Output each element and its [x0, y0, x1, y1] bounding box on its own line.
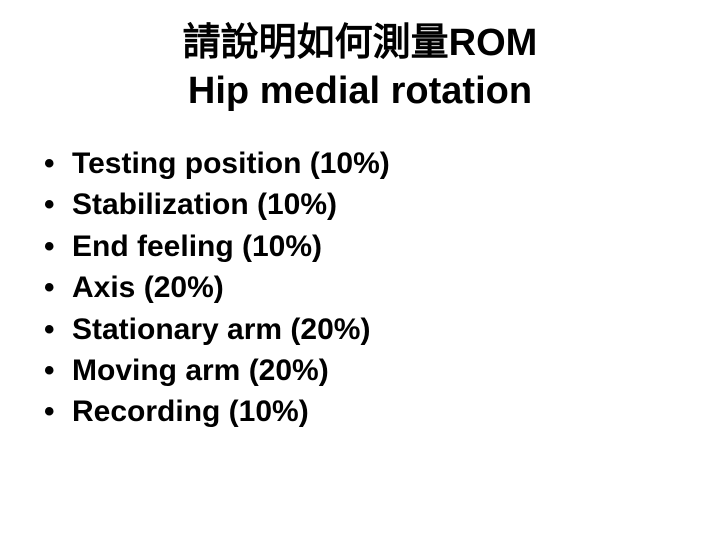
- list-item: Axis (20%): [36, 267, 720, 308]
- list-item: Stabilization (10%): [36, 184, 720, 225]
- list-item: Testing position (10%): [36, 143, 720, 184]
- list-item: Moving arm (20%): [36, 350, 720, 391]
- list-item: Recording (10%): [36, 391, 720, 432]
- slide-title: 請說明如何測量ROM Hip medial rotation: [0, 20, 720, 115]
- list-item: Stationary arm (20%): [36, 309, 720, 350]
- title-line-2: Hip medial rotation: [0, 68, 720, 116]
- list-item: End feeling (10%): [36, 226, 720, 267]
- bullet-list: Testing position (10%) Stabilization (10…: [0, 143, 720, 433]
- title-line-1: 請說明如何測量ROM: [0, 20, 720, 68]
- slide: 請說明如何測量ROM Hip medial rotation Testing p…: [0, 0, 720, 540]
